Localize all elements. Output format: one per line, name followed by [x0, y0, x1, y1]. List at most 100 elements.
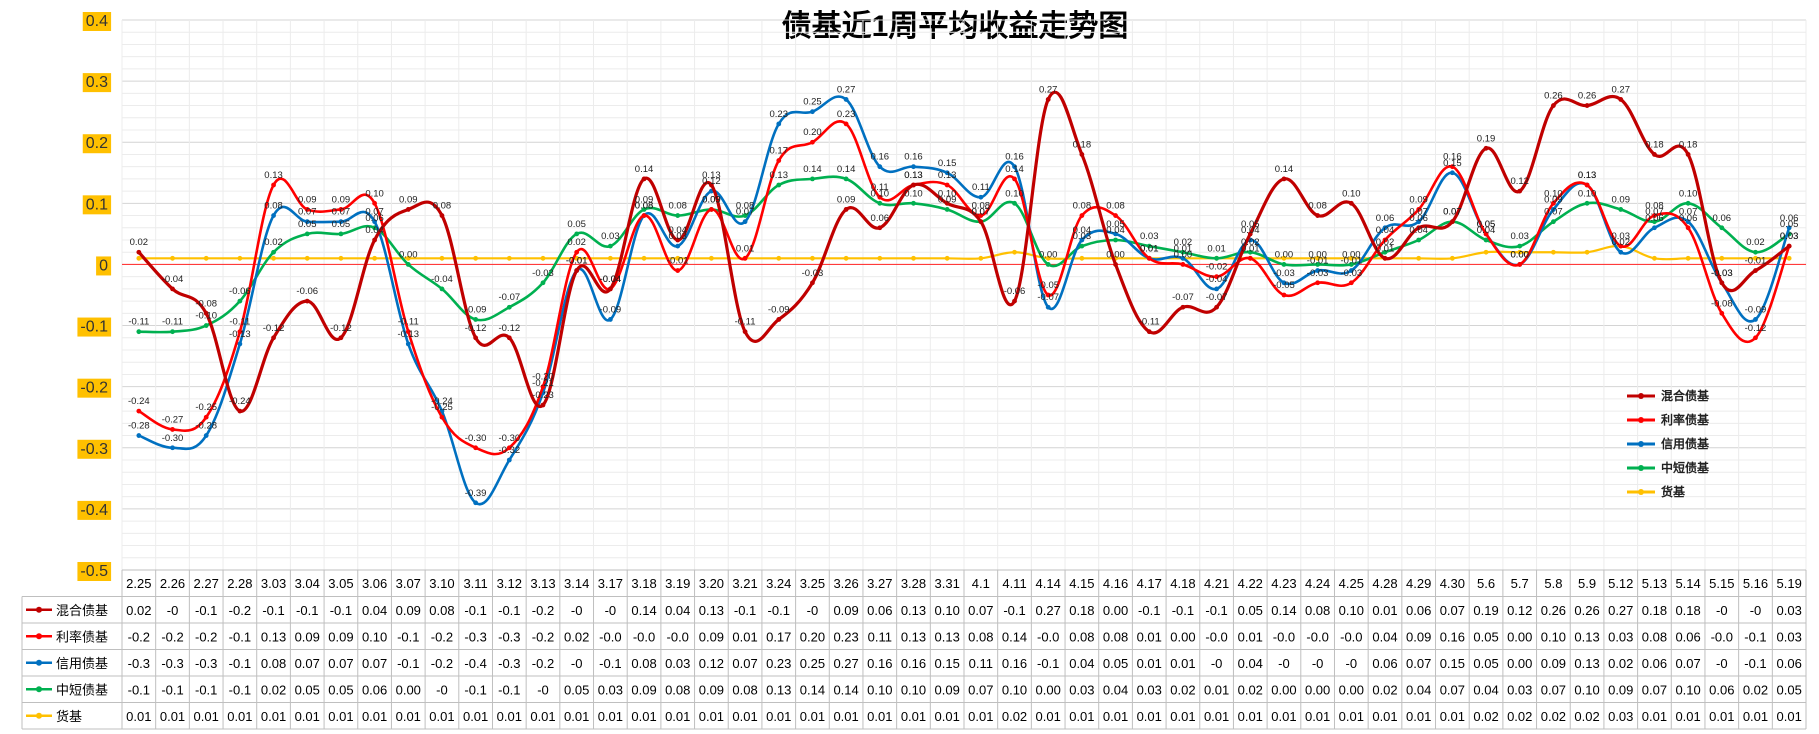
series-point	[675, 237, 681, 243]
data-labels: 0.02-0.04-0.08-0.24-0.12-0.06-0.120.040.…	[128, 84, 1798, 498]
series-point	[776, 121, 782, 127]
data-label: -0.27	[162, 414, 184, 425]
data-label: 0.13	[264, 170, 283, 181]
table-cell: -0.2	[431, 629, 453, 644]
series-point	[1382, 237, 1388, 243]
data-label: 0.19	[1477, 133, 1496, 144]
x-tick-label: 3.13	[530, 576, 555, 591]
series-point	[405, 207, 411, 212]
table-cell: -0.1	[262, 603, 284, 618]
y-tick-highlight	[96, 256, 112, 276]
series-point	[911, 164, 916, 170]
data-label: -0.11	[162, 317, 183, 328]
y-tick-label: -0.2	[80, 380, 108, 397]
table-cell: 0.12	[1507, 603, 1532, 618]
series-point	[304, 219, 310, 225]
series-point	[1113, 237, 1118, 243]
series-point	[1517, 243, 1523, 249]
series-point	[1449, 255, 1455, 261]
x-tick-label: 4.21	[1204, 576, 1229, 591]
series-point	[1483, 237, 1489, 243]
data-label: 0.04	[1477, 225, 1496, 236]
table-cell: -0.1	[1037, 656, 1059, 671]
data-label: 0.18	[1073, 139, 1092, 150]
series-point	[1584, 200, 1590, 206]
table-cell: 0.08	[1305, 603, 1330, 618]
data-label: -0.12	[465, 323, 487, 334]
series-point	[776, 182, 782, 188]
table-cell: 0.08	[1069, 629, 1094, 644]
data-label: -0.03	[532, 268, 554, 279]
series-point	[338, 255, 344, 261]
table-cell: 0.10	[1541, 629, 1566, 644]
table-cell: -0	[1211, 656, 1223, 671]
series-point	[439, 255, 445, 261]
table-cell: 0.06	[1777, 656, 1802, 671]
series-point	[1315, 280, 1321, 286]
series-point	[136, 408, 142, 414]
data-label: -0.12	[498, 323, 520, 334]
data-label: -0.20	[532, 372, 554, 383]
data-label: -0.01	[1745, 256, 1767, 267]
x-tick-label: 4.24	[1305, 576, 1330, 591]
series-point	[1753, 255, 1758, 261]
series-point	[1584, 182, 1590, 188]
table-cell: 0.13	[901, 629, 926, 644]
table-cell: 0.06	[1642, 656, 1667, 671]
table-cell: 0.07	[732, 656, 757, 671]
series-point	[574, 268, 580, 273]
table-cell: 0.09	[328, 629, 353, 644]
data-label: 0.17	[770, 146, 789, 157]
data-label: 0.04	[668, 225, 687, 236]
data-label: 0.05	[1780, 219, 1799, 230]
table-cell: 0.10	[362, 629, 387, 644]
table-cell: -0.0	[1340, 629, 1362, 644]
table-cell: 0.26	[1574, 603, 1599, 618]
table-cell: 0.03	[1608, 629, 1633, 644]
data-label: 0.13	[938, 170, 957, 181]
table-cell: 0.01	[1675, 709, 1700, 724]
chart-title: 债基近1周平均收益走势图	[782, 10, 1129, 43]
x-tick-label: 3.26	[833, 576, 858, 591]
data-label: 0.04	[1241, 225, 1260, 236]
series-point	[944, 182, 950, 188]
table-cell: 0.01	[1440, 709, 1465, 724]
y-tick-highlight	[77, 378, 112, 398]
data-label: 0.13	[1578, 170, 1597, 181]
data-label: 0.07	[1443, 207, 1462, 218]
table-series-name: 信用债基	[56, 656, 108, 671]
data-label: 0.14	[803, 164, 822, 175]
table-cell: -0	[1716, 656, 1728, 671]
table-legend-marker	[36, 712, 42, 719]
data-label: 0.06	[1679, 213, 1698, 224]
table-cell: -0.1	[734, 603, 756, 618]
x-tick-label: 3.07	[396, 576, 421, 591]
table-legend-marker	[36, 686, 42, 693]
x-tick-label: 5.15	[1709, 576, 1734, 591]
table-cell: -0.2	[195, 629, 217, 644]
table-cell: 0.01	[497, 709, 522, 724]
series-point	[271, 255, 276, 261]
table-cell: 0.16	[1440, 629, 1465, 644]
x-tick-label: 4.29	[1406, 576, 1431, 591]
data-label: 0.03	[668, 231, 687, 242]
data-label: 0.09	[332, 194, 351, 205]
table-cell: 0.02	[564, 629, 589, 644]
data-label: 0.05	[1241, 219, 1260, 230]
data-label: 0.27	[1612, 84, 1631, 95]
data-label: -0.01	[566, 256, 588, 267]
table-cell: 0.01	[1709, 709, 1734, 724]
series-point	[607, 255, 613, 261]
table-cell: 0.01	[833, 709, 858, 724]
x-tick-label: 4.1	[972, 576, 990, 591]
x-tick-label: 4.25	[1339, 576, 1364, 591]
series-point	[1551, 207, 1556, 212]
series-point	[1012, 176, 1017, 182]
series-point	[304, 255, 310, 261]
data-label: -0.11	[398, 317, 419, 328]
series-point	[1315, 213, 1321, 218]
data-label: 0.05	[1106, 219, 1125, 230]
series-point	[1517, 262, 1523, 267]
series-point	[607, 286, 613, 292]
